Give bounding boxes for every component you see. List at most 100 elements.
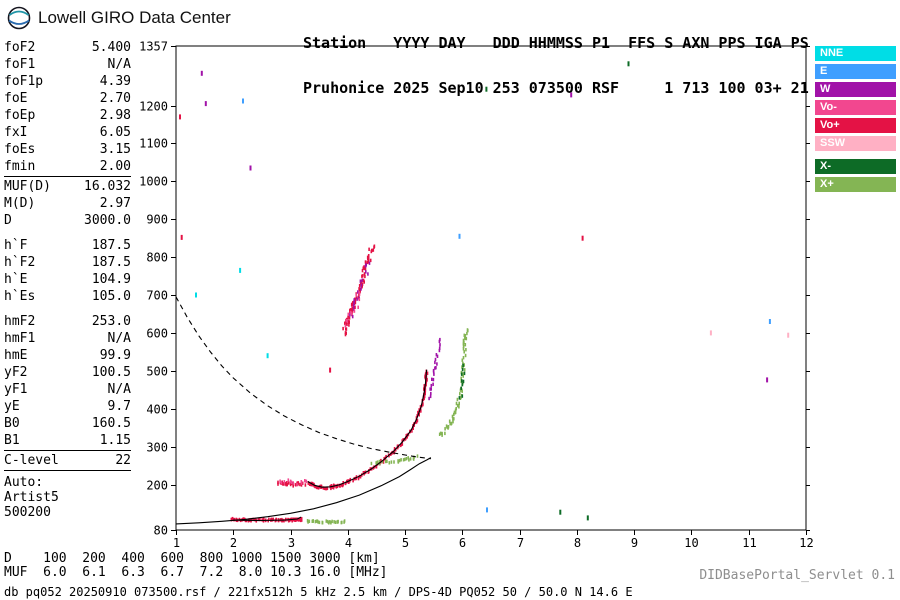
param-row-clevel: C-level 22 <box>4 452 131 469</box>
param-row-hmf2: hmF2 253.0 <box>4 313 131 330</box>
param-row-hmf1: hmF1 N/A <box>4 330 131 347</box>
param-label: yF1 <box>4 382 28 397</box>
param-label: hmF1 <box>4 331 36 346</box>
param-label: h`F <box>4 238 28 253</box>
logo: Lowell GIRO Data Center <box>6 5 231 31</box>
param-label: hmF2 <box>4 314 36 329</box>
param-value: 2.98 <box>99 108 131 123</box>
auto-line: Auto: <box>4 475 44 490</box>
auto-line: 500200 <box>4 505 51 520</box>
param-value: 99.9 <box>99 348 131 363</box>
param-row-foe: foE 2.70 <box>4 90 131 107</box>
plot-axes: 8020030040050060070080090010001100120013… <box>139 40 814 551</box>
param-value: 253.0 <box>91 314 131 329</box>
param-label: foE <box>4 91 28 106</box>
ionogram-echo-traces <box>230 244 469 525</box>
param-label: foF2 <box>4 40 36 55</box>
param-label: h`F2 <box>4 255 36 270</box>
param-row-fmin: fmin 2.00 <box>4 158 131 175</box>
logo-text: Lowell GIRO Data Center <box>38 8 231 27</box>
param-row-he: h`E 104.9 <box>4 271 131 288</box>
param-row-fxi: fxI 6.05 <box>4 124 131 141</box>
svg-text:1: 1 <box>173 536 180 550</box>
panel-separator <box>4 176 131 177</box>
param-value: 1.15 <box>99 433 131 448</box>
trace-2F-pink <box>344 291 361 328</box>
param-value: N/A <box>107 382 131 397</box>
legend-item-vo: Vo+ <box>815 118 896 133</box>
svg-text:8: 8 <box>574 536 581 550</box>
param-label: hmE <box>4 348 28 363</box>
trace-X-rise-dark <box>458 363 466 400</box>
param-row-fof2: foF2 5.400 <box>4 39 131 56</box>
param-value: 6.05 <box>99 125 131 140</box>
curve-lower-transmission-solid <box>175 457 432 525</box>
svg-text:1000: 1000 <box>139 175 168 189</box>
artist-fit-curves <box>175 296 432 525</box>
legend-item-w: W <box>815 82 896 97</box>
param-label: foEs <box>4 142 36 157</box>
param-label: yF2 <box>4 365 28 380</box>
param-label: foF1p <box>4 74 44 89</box>
curve-restored-trace-E <box>233 516 302 522</box>
trace-Es-X <box>306 519 346 525</box>
param-value: 22 <box>115 453 131 468</box>
svg-text:1357: 1357 <box>139 40 168 54</box>
param-label: fmin <box>4 159 36 174</box>
param-value: 160.5 <box>91 416 131 431</box>
param-value: 3000.0 <box>84 213 131 228</box>
param-value: 16.032 <box>84 179 131 194</box>
svg-text:11: 11 <box>742 536 756 550</box>
param-value: 100.5 <box>91 365 131 380</box>
svg-text:300: 300 <box>146 441 168 455</box>
param-row-foep: foEp 2.98 <box>4 107 131 124</box>
param-value: 187.5 <box>91 238 131 253</box>
trace-F-top-W <box>428 337 441 401</box>
svg-text:1200: 1200 <box>139 100 168 114</box>
param-row-d: D 3000.0 <box>4 212 131 229</box>
param-row-b0: B0 160.5 <box>4 415 131 432</box>
svg-text:200: 200 <box>146 479 168 493</box>
svg-text:4: 4 <box>345 536 352 550</box>
svg-text:400: 400 <box>146 403 168 417</box>
trace-2F-O <box>342 244 376 337</box>
svg-text:10: 10 <box>684 536 698 550</box>
svg-text:3: 3 <box>288 536 295 550</box>
direction-legend: NNE E W Vo- Vo+ SSW X- X+ <box>815 46 896 195</box>
param-row-fof1p: foF1p 4.39 <box>4 73 131 90</box>
svg-text:900: 900 <box>146 213 168 227</box>
param-value: 2.97 <box>99 196 131 211</box>
param-row-yf1: yF1 N/A <box>4 381 131 398</box>
param-label: C-level <box>4 453 59 468</box>
station-header-line1: Station YYYY DAY DDD HHMMSS P1 FFS S AXN… <box>303 34 809 52</box>
panel-separator <box>4 470 131 471</box>
station-header: Station YYYY DAY DDD HHMMSS P1 FFS S AXN… <box>303 6 809 126</box>
param-value: 104.9 <box>91 272 131 287</box>
giro-logo-icon <box>7 6 31 30</box>
svg-text:2: 2 <box>230 536 237 550</box>
param-label: h`E <box>4 272 28 287</box>
param-row-md: M(D) 2.97 <box>4 195 131 212</box>
muf-row: MUF 6.0 6.1 6.3 6.7 7.2 8.0 10.3 16.0 [M… <box>4 565 388 580</box>
param-label: M(D) <box>4 196 36 211</box>
param-value: N/A <box>107 57 131 72</box>
distance-row: D 100 200 400 600 800 1000 1500 3000 [km… <box>4 551 380 566</box>
param-row-mufd: MUF(D) 16.032 <box>4 178 131 195</box>
station-header-line2: Pruhonice 2025 Sep10 253 073500 RSF 1 71… <box>303 79 809 97</box>
param-label: foEp <box>4 108 36 123</box>
svg-text:7: 7 <box>517 536 524 550</box>
param-label: MUF(D) <box>4 179 51 194</box>
param-value: 187.5 <box>91 255 131 270</box>
param-label: B0 <box>4 416 20 431</box>
measurement-info-line: db pq052 20250910 073500.rsf / 221fx512h… <box>4 585 633 599</box>
svg-text:6: 6 <box>459 536 466 550</box>
param-value: 9.7 <box>107 399 131 414</box>
param-value: N/A <box>107 331 131 346</box>
svg-text:1100: 1100 <box>139 137 168 151</box>
param-row-b1: B1 1.15 <box>4 432 131 449</box>
param-value: 5.400 <box>91 40 131 55</box>
legend-item-vo: Vo- <box>815 100 896 115</box>
param-row-hes: h`Es 105.0 <box>4 288 131 305</box>
svg-text:9: 9 <box>631 536 638 550</box>
